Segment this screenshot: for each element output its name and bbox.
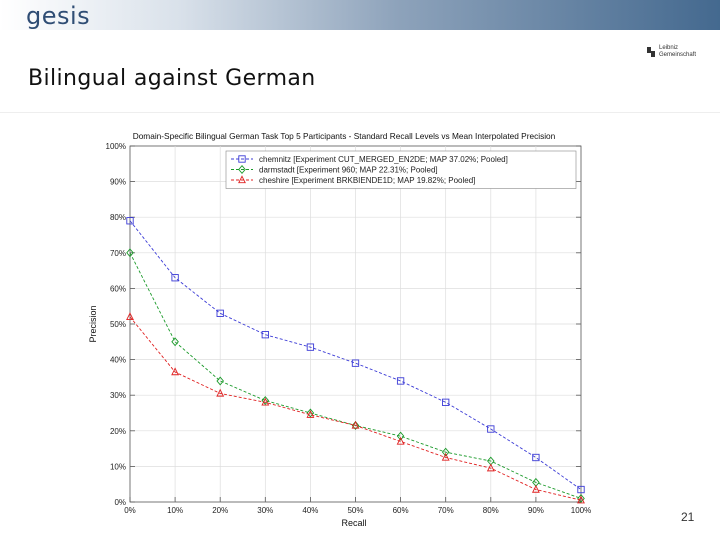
y-tick-label: 70% xyxy=(110,249,126,258)
data-point xyxy=(126,248,134,258)
data-point xyxy=(396,436,405,445)
leibniz-text-1: Leibniz xyxy=(659,45,679,51)
data-point xyxy=(261,331,269,339)
leibniz-text-2: Gemeinschaft xyxy=(659,52,697,58)
data-point xyxy=(531,484,540,493)
x-tick-label: 20% xyxy=(212,506,228,515)
data-point xyxy=(306,408,315,418)
legend: chemnitz [Experiment CUT_MERGED_EN2DE; M… xyxy=(225,150,577,189)
legend-swatch-marker xyxy=(238,165,246,174)
series-2 xyxy=(126,312,585,504)
chart-title: Domain-Specific Bilingual German Task To… xyxy=(133,131,556,141)
x-tick-label: 50% xyxy=(347,506,363,515)
series-line xyxy=(129,316,582,501)
data-point xyxy=(171,274,179,282)
data-point xyxy=(532,453,540,462)
title-divider xyxy=(0,112,720,113)
data-point xyxy=(487,425,495,433)
header-bar: gesis xyxy=(0,0,720,30)
data-point xyxy=(306,410,315,418)
data-point xyxy=(216,309,224,317)
data-point xyxy=(171,367,180,376)
y-tick-label: 60% xyxy=(110,284,126,293)
data-point xyxy=(216,376,224,386)
x-tick-label: 80% xyxy=(483,506,499,515)
page-number: 21 xyxy=(681,510,695,524)
data-point xyxy=(351,359,360,367)
y-tick-label: 20% xyxy=(110,427,126,436)
y-tick-label: 90% xyxy=(110,178,126,187)
gesis-logo: gesis xyxy=(26,2,91,30)
legend-swatch-marker xyxy=(238,175,246,184)
data-point xyxy=(351,420,360,430)
x-tick-label: 90% xyxy=(528,506,544,515)
legend-entry: darmstadt [Experiment 960; MAP 22.31%; P… xyxy=(259,166,438,175)
x-axis-label: Recall xyxy=(341,518,366,528)
axis-ticks: 0% 10% 20% 30% 40% 50% 60% 70% 80% 90% 100% 0% 10% 20… xyxy=(106,142,592,515)
x-tick-label: 30% xyxy=(257,506,273,515)
slide-title: Bilingual against German xyxy=(28,66,316,91)
x-tick-label: 100% xyxy=(571,506,591,515)
data-point xyxy=(577,495,585,504)
data-point xyxy=(351,420,360,429)
data-point xyxy=(486,463,495,472)
data-point xyxy=(126,312,134,321)
data-point xyxy=(261,397,270,406)
leibniz-mark-icon xyxy=(647,47,655,57)
data-point xyxy=(442,398,450,406)
y-tick-label: 100% xyxy=(106,142,126,151)
x-tick-label: 10% xyxy=(167,506,183,515)
data-point xyxy=(441,452,450,461)
y-tick-label: 40% xyxy=(110,356,126,365)
data-point xyxy=(577,485,585,494)
data-point xyxy=(126,217,134,225)
series-layer xyxy=(126,217,585,504)
series-0 xyxy=(126,217,585,494)
x-tick-label: 40% xyxy=(302,506,318,515)
series-line xyxy=(129,220,582,490)
y-tick-label: 10% xyxy=(110,462,126,471)
data-point xyxy=(396,431,405,441)
y-tick-label: 30% xyxy=(110,391,126,400)
x-tick-label: 0% xyxy=(124,506,136,515)
legend-entry: chemnitz [Experiment CUT_MERGED_EN2DE; M… xyxy=(259,155,508,164)
data-point xyxy=(261,396,270,406)
precision-recall-chart: Domain-Specific Bilingual German Task To… xyxy=(88,131,592,528)
data-point xyxy=(441,447,450,457)
y-tick-label: 0% xyxy=(114,498,126,507)
data-point xyxy=(577,493,585,503)
y-tick-label: 80% xyxy=(110,213,126,222)
data-point xyxy=(216,388,225,397)
y-axis-label: Precision xyxy=(88,305,98,342)
data-point xyxy=(306,343,315,351)
data-point xyxy=(396,377,405,385)
leibniz-logo: Leibniz Gemeinschaft xyxy=(646,44,706,62)
data-point xyxy=(171,337,179,347)
x-tick-label: 70% xyxy=(438,506,454,515)
y-tick-label: 50% xyxy=(110,320,126,329)
legend-entry: cheshire [Experiment BRKBIENDE1D; MAP 19… xyxy=(259,176,475,185)
x-tick-label: 60% xyxy=(393,506,409,515)
legend-swatch-marker xyxy=(238,155,246,163)
legend-box xyxy=(225,150,577,189)
